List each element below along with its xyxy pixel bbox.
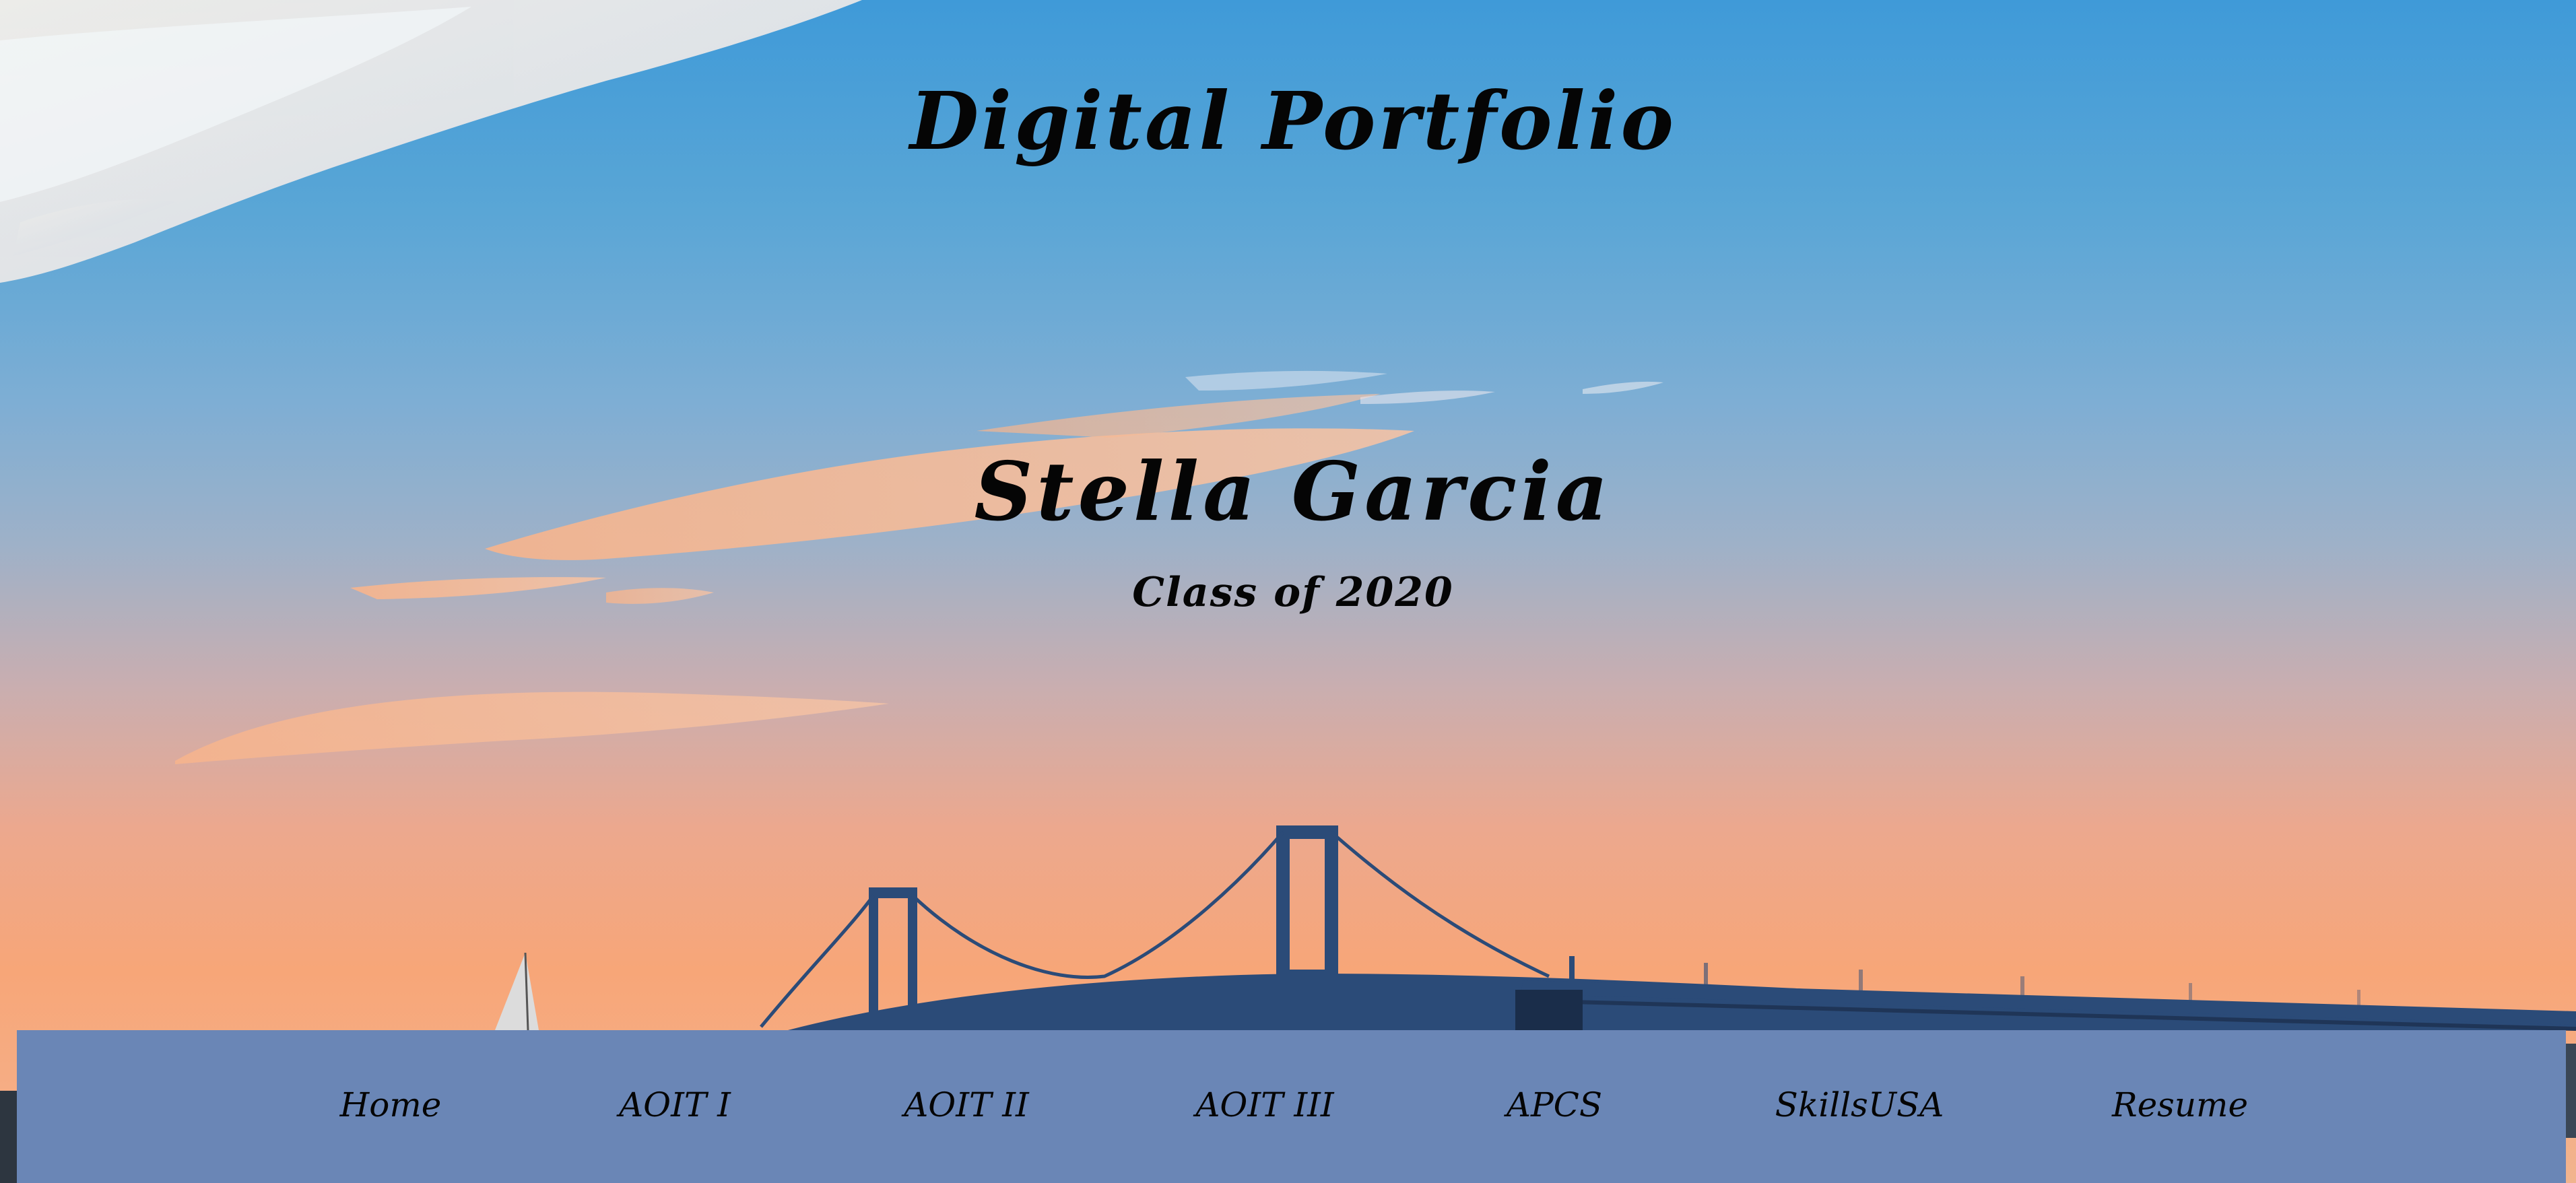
nav-bar: Home AOIT I AOIT II AOIT III APCS Skills…: [17, 1030, 2566, 1183]
white-cloud: [0, 0, 862, 283]
nav-item-apcs[interactable]: APCS: [1506, 1085, 1603, 1124]
shore-left: [0, 1091, 17, 1183]
nav-item-skillsusa[interactable]: SkillsUSA: [1775, 1085, 1944, 1124]
nav-item-aoit-3[interactable]: AOIT III: [1195, 1085, 1334, 1124]
page-title: Digital Portfolio: [909, 74, 1677, 168]
bridge: [760, 825, 2576, 1031]
nav-item-aoit-1[interactable]: AOIT I: [619, 1085, 731, 1124]
student-name: Stella Garcia: [974, 444, 1612, 539]
sailboat: [495, 952, 539, 1031]
nav-item-aoit-2[interactable]: AOIT II: [904, 1085, 1029, 1124]
pink-clouds: [175, 370, 1663, 764]
nav-item-home[interactable]: Home: [339, 1085, 442, 1124]
nav-item-resume[interactable]: Resume: [2111, 1085, 2249, 1124]
class-year: Class of 2020: [1132, 569, 1454, 616]
shore-right: [2566, 1044, 2576, 1138]
